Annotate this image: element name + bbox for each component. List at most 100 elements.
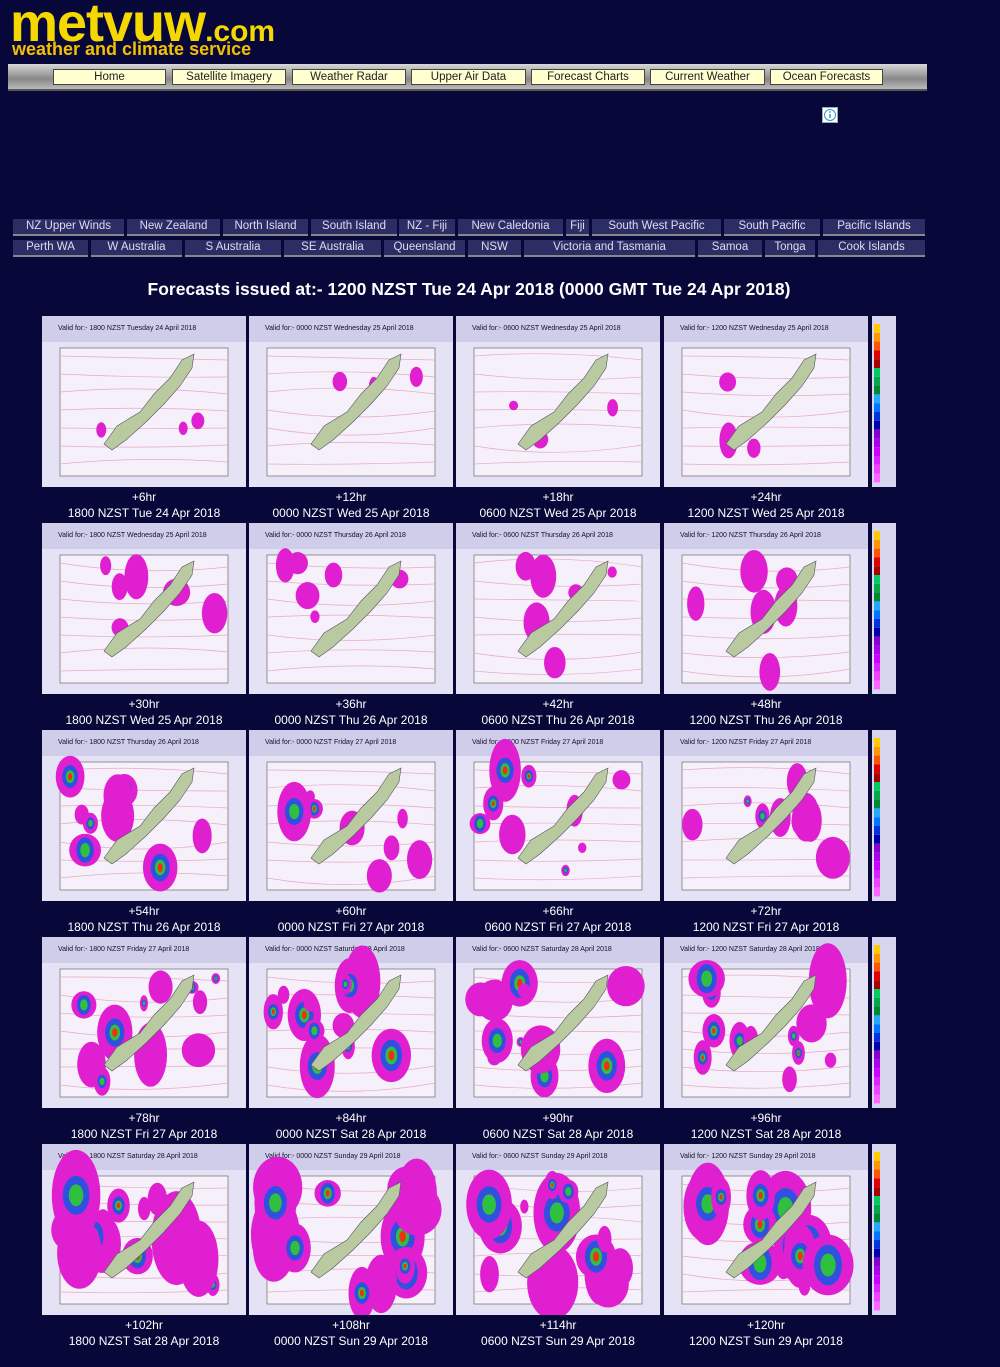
land <box>103 767 195 865</box>
rain-area <box>592 1251 599 1262</box>
rain-area <box>311 1026 318 1036</box>
nav-button[interactable]: Upper Air Data <box>411 69 526 85</box>
isobar <box>681 787 851 792</box>
rain-area <box>269 1193 282 1213</box>
map-valid-text: Valid for:- 0600 NZST Wednesday 25 April… <box>472 325 621 332</box>
colorbar-step <box>874 1160 880 1170</box>
colorbar <box>872 523 896 694</box>
nav-button[interactable]: Home <box>53 69 166 85</box>
map-lead: +102hr <box>125 1318 163 1332</box>
map-header <box>42 523 246 549</box>
isobar <box>473 353 643 361</box>
forecast-map[interactable]: Valid for:- 0600 NZST Sunday 29 April 20… <box>456 1144 660 1315</box>
map-time: 0000 NZST Thu 26 Apr 2018 <box>274 713 428 727</box>
region-link[interactable]: Queensland <box>384 240 465 257</box>
isobar <box>266 461 436 465</box>
region-link[interactable]: W Australia <box>91 240 182 257</box>
logo[interactable]: metvuw.com <box>10 0 275 54</box>
region-link[interactable]: Samoa <box>698 240 762 257</box>
forecast-map[interactable]: Valid for:- 1200 NZST Sunday 29 April 20… <box>664 1144 868 1315</box>
colorbar-step <box>874 1169 880 1179</box>
map-lead: +90hr <box>542 1111 574 1125</box>
nav-button[interactable]: Current Weather <box>650 69 765 85</box>
region-link[interactable]: South Island <box>311 219 397 236</box>
forecast-map[interactable]: Valid for:- 1800 NZST Wednesday 25 April… <box>42 523 246 694</box>
map-header <box>42 730 246 756</box>
isobar <box>473 1082 643 1089</box>
region-link[interactable]: South Pacific <box>724 219 820 236</box>
colorbar-step <box>874 1059 880 1069</box>
region-link[interactable]: NSW <box>468 240 521 257</box>
rain-area <box>403 1263 407 1269</box>
forecast-map[interactable]: Valid for:- 0000 NZST Saturday 28 April … <box>249 937 453 1108</box>
region-link[interactable]: Pacific Islands <box>823 219 925 236</box>
forecast-map[interactable]: Valid for:- 0000 NZST Friday 27 April 20… <box>249 730 453 901</box>
forecast-map[interactable]: Valid for:- 1800 NZST Thursday 26 April … <box>42 730 246 901</box>
region-link[interactable]: New Caledonia <box>458 219 563 236</box>
colorbar-step <box>874 782 880 791</box>
forecast-map[interactable]: Valid for:- 0000 NZST Wednesday 25 April… <box>249 316 453 487</box>
map-header <box>456 937 660 963</box>
nav-bar: Home Satellite Imagery Weather Radar Upper … <box>8 64 927 91</box>
isobar <box>266 598 436 606</box>
colorbar-step <box>874 1015 880 1025</box>
colorbar-step <box>874 989 880 998</box>
ad-info-icon[interactable] <box>822 107 838 123</box>
region-link[interactable]: Fiji <box>566 219 589 236</box>
region-link[interactable]: S Australia <box>185 240 281 257</box>
map-lead: +36hr <box>335 697 367 711</box>
nav-button[interactable]: Weather Radar <box>292 69 406 85</box>
forecast-map[interactable]: Valid for:- 0600 NZST Thursday 26 April … <box>456 523 660 694</box>
region-link[interactable]: Perth WA <box>13 240 88 257</box>
colorbar-step <box>874 817 880 826</box>
nav-button[interactable]: Forecast Charts <box>531 69 645 85</box>
rain-area <box>499 814 526 855</box>
rain-area <box>68 1184 84 1207</box>
forecast-map[interactable]: Valid for:- 0600 NZST Saturday 28 April … <box>456 937 660 1108</box>
region-link[interactable]: NZ - Fiji <box>399 219 455 236</box>
region-link[interactable]: NZ Upper Winds <box>13 219 124 236</box>
rain-area <box>313 806 316 811</box>
colorbar-step <box>874 601 880 611</box>
colorbar-step <box>874 1068 880 1077</box>
land <box>310 974 402 1072</box>
land <box>517 1181 609 1279</box>
map-header <box>249 730 453 756</box>
rain-area <box>564 868 567 873</box>
forecast-map[interactable]: Valid for:- 0600 NZST Friday 27 April 20… <box>456 730 660 901</box>
rain-area <box>325 1189 330 1197</box>
forecast-map[interactable]: Valid for:- 1200 NZST Wednesday 25 April… <box>664 316 868 487</box>
region-link[interactable]: SE Australia <box>284 240 381 257</box>
forecast-map[interactable]: Valid for:- 0000 NZST Sunday 29 April 20… <box>249 1144 453 1315</box>
forecast-map[interactable]: Valid for:- 0000 NZST Thursday 26 April … <box>249 523 453 694</box>
colorbar-step <box>874 429 880 439</box>
rain-area <box>565 1187 572 1196</box>
forecast-map[interactable]: Valid for:- 1800 NZST Tuesday 24 April 2… <box>42 316 246 487</box>
colorbar-step <box>874 1050 880 1060</box>
nav-button[interactable]: Satellite Imagery <box>172 69 286 85</box>
colorbar-step <box>874 738 880 747</box>
region-link[interactable]: Tonga <box>765 240 815 257</box>
forecast-map[interactable]: Valid for:- 1800 NZST Saturday 28 April … <box>42 1144 246 1315</box>
issued-title: Forecasts issued at:- 1200 NZST Tue 24 A… <box>147 279 791 299</box>
map-valid-text: Valid for:- 1800 NZST Friday 27 April 20… <box>58 946 189 953</box>
rain-area <box>332 371 348 392</box>
region-link[interactable]: New Zealand <box>127 219 220 236</box>
land <box>103 560 195 658</box>
land <box>725 353 817 451</box>
map-time: 0600 NZST Sat 28 Apr 2018 <box>482 1127 634 1141</box>
region-link[interactable]: South West Pacific <box>592 219 721 236</box>
forecast-map[interactable]: Valid for:- 1200 NZST Friday 27 April 20… <box>664 730 868 901</box>
isobar <box>59 634 229 638</box>
forecast-map[interactable]: Valid for:- 1200 NZST Thursday 26 April … <box>664 523 868 694</box>
region-link[interactable]: Cook Islands <box>818 240 925 257</box>
rain-area <box>604 1061 610 1071</box>
rain-area <box>396 1158 437 1230</box>
colorbar-step <box>874 627 880 637</box>
nav-button[interactable]: Ocean Forecasts <box>770 69 883 85</box>
forecast-map[interactable]: Valid for:- 1800 NZST Friday 27 April 20… <box>42 937 246 1108</box>
forecast-map[interactable]: Valid for:- 1200 NZST Saturday 28 April … <box>664 937 868 1108</box>
forecast-map[interactable]: Valid for:- 0600 NZST Wednesday 25 April… <box>456 316 660 487</box>
region-link[interactable]: North Island <box>223 219 308 236</box>
region-link[interactable]: Victoria and Tasmania <box>524 240 695 257</box>
